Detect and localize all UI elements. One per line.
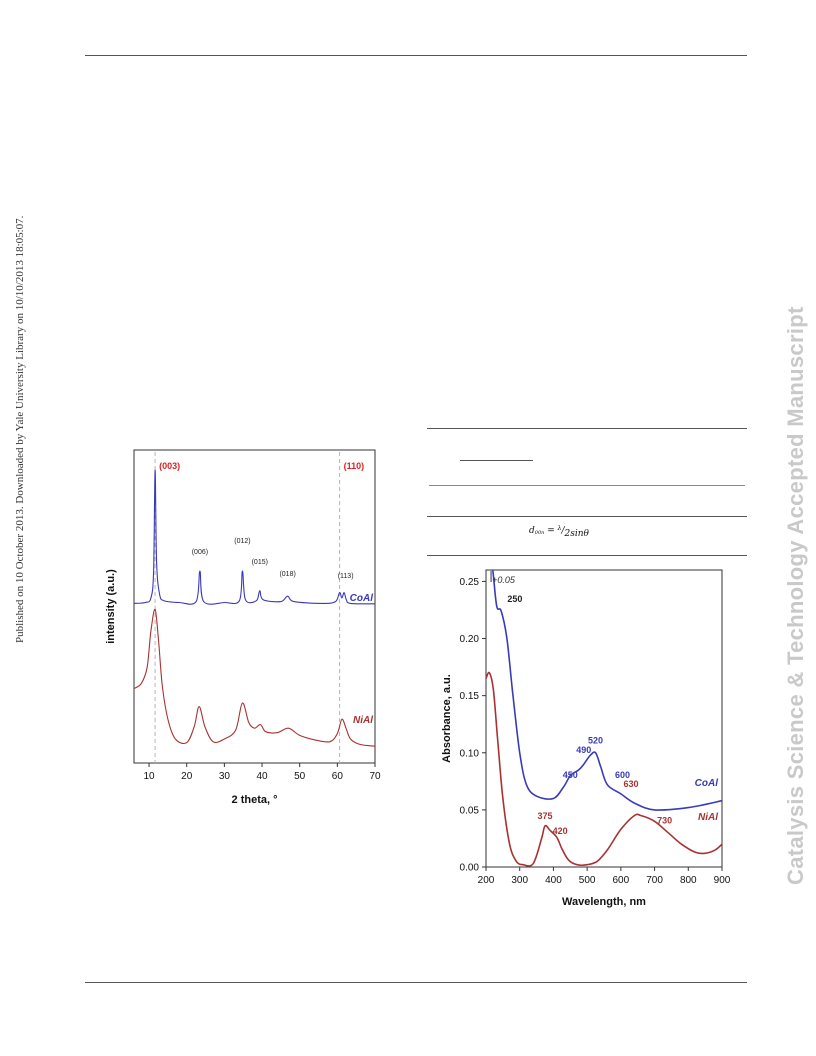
xrd-reflection-label: (113) [338,573,354,580]
uv-peak-label: 600 [615,770,630,780]
formula-numerator: λ [557,525,562,532]
xrd-reference-label: (003) [159,461,180,471]
xrd-chart: (003) (110) CoAl NiAl (006) (012) (015) (018) (1… [105,449,381,806]
xrd-series-label-nial: NiAl [353,715,373,726]
uv-y-axis-label: Absorbance, a.u. [441,674,453,763]
uv-x-tick-label: 400 [545,875,562,886]
uv-peak-label: 630 [623,779,638,789]
xrd-reflection-label: (006) [192,549,208,556]
xrd-x-tick-label: 20 [181,771,193,782]
uv-y-tick-label: 0.15 [460,691,480,702]
uv-series-label-nial: NiAl [698,812,718,823]
xrd-series-coal [133,469,376,605]
xrd-plot-frame [133,449,376,764]
xrd-x-tick-label: 30 [219,771,231,782]
xrd-y-axis-label: intensity (a.u.) [105,569,117,644]
uv-plot-frame [485,569,723,868]
xrd-x-tick-label: 40 [256,771,268,782]
uv-x-tick-label: 200 [478,875,495,886]
formula-denominator: 2sinθ [564,529,589,539]
uv-series-label-coal: CoAl [695,778,719,789]
formula-subscript: 00n [534,530,545,536]
uv-x-tick-label: 700 [646,875,663,886]
uv-series-coal [492,570,722,811]
table-bottom-rule [427,555,747,556]
uvvis-figure: 0.00 0.05 0.10 0.15 0.20 0.25 200 300 400 500 600 7… [438,565,738,930]
uv-y-tick-label: 0.10 [460,748,480,759]
xrd-x-tick-label: 10 [144,771,156,782]
footer-rule [85,982,747,983]
xrd-reference-label: (110) [344,461,365,471]
table-header-underline [460,460,533,461]
xrd-reflection-label: (015) [252,559,268,566]
header-rule [85,55,747,56]
xrd-series-label-coal: CoAl [350,593,374,604]
uv-y-tick-label: 0.00 [460,863,480,874]
uv-peak-label: 250 [507,594,522,604]
formula-equals: = [544,526,558,536]
table-header-rule [429,485,745,486]
uv-x-axis-label: Wavelength, nm [562,896,646,908]
uv-peak-label: 730 [657,816,672,826]
uv-x-tick-label: 900 [714,875,731,886]
uv-peak-label: 490 [576,745,591,755]
uv-y-tick-label: 0.20 [460,634,480,645]
interlayer-distance-formula: d00n = λ/2sinθ [529,525,589,539]
publication-note: Published on 10 October 2013. Downloaded… [14,215,26,643]
table-mid-rule [427,516,747,517]
uv-y-tick-label: 0.05 [460,805,480,816]
uv-x-tick-label: 600 [613,875,630,886]
uv-offset-note: +0.05 [492,575,516,585]
formula-symbol: d [529,526,535,536]
uv-y-tick-label: 0.25 [460,577,480,588]
xrd-x-tick-label: 60 [332,771,344,782]
xrd-figure: (003) (110) CoAl NiAl (006) (012) (015) (018) (1… [100,448,385,825]
journal-watermark: Catalysis Science & Technology Accepted … [783,306,808,885]
uv-x-tick-label: 800 [680,875,697,886]
uv-peak-label: 450 [563,770,578,780]
uv-x-tick-label: 500 [579,875,596,886]
xrd-x-tick-label: 50 [294,771,306,782]
uv-peak-label: 375 [537,811,552,821]
xrd-reflection-label: (012) [234,538,250,545]
uv-series-nial [486,671,722,867]
uv-peak-label: 420 [553,826,568,836]
uv-x-tick-label: 300 [511,875,528,886]
xrd-series-nial [133,608,376,747]
xrd-x-tick-label: 70 [369,771,381,782]
xrd-reflection-label: (018) [279,571,295,578]
table-top-rule [427,428,747,429]
uv-peak-label: 520 [588,736,603,746]
xrd-x-axis-label: 2 theta, ° [232,794,278,806]
uvvis-chart: 0.00 0.05 0.10 0.15 0.20 0.25 200 300 400 500 600 7… [441,569,731,908]
